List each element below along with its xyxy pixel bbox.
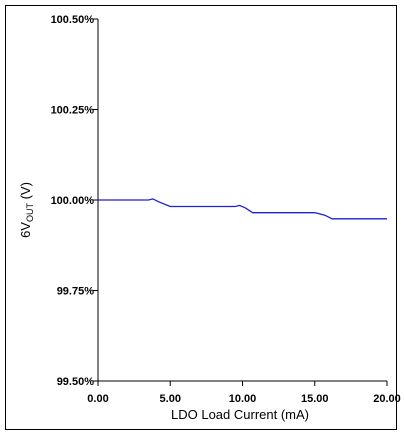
x-tick-label: 5.00 [160, 393, 181, 405]
y-tick-label: 100.25% [51, 105, 95, 117]
y-tick-label: 99.50% [57, 376, 95, 388]
x-tick-label: 20.00 [373, 393, 401, 405]
y-tick-label: 100.00% [51, 195, 95, 207]
x-tick-label: 10.00 [229, 393, 257, 405]
chart-frame [5, 5, 397, 430]
series-line [98, 198, 387, 220]
y-axis-title-suffix: (V) [18, 182, 33, 203]
y-tick-label: 100.50% [51, 14, 95, 26]
x-tick-label: 15.00 [301, 393, 329, 405]
y-ticks: 100.50% 100.25% 100.00% 99.75% 99.50% [51, 14, 98, 388]
x-axis-title: LDO Load Current (mA) [171, 407, 309, 422]
x-ticks: 0.00 5.00 10.00 15.00 20.00 [87, 381, 401, 405]
y-tick-label: 99.75% [57, 286, 95, 298]
y-axis-title: 6VOUT (V) [18, 182, 35, 238]
x-tick-label: 0.00 [87, 393, 108, 405]
y-axis-title-prefix: 6V [18, 222, 33, 238]
y-axis-title-subscript: OUT [25, 203, 35, 223]
series-group [98, 198, 387, 220]
